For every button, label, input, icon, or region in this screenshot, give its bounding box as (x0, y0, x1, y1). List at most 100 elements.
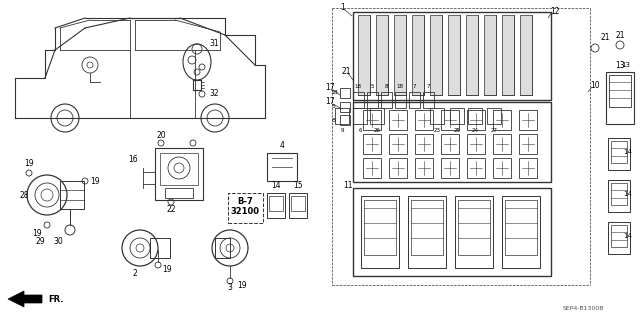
Bar (608, 222, 630, 254)
Bar (487, 108, 501, 124)
Bar (353, 102, 551, 182)
Bar (415, 158, 433, 178)
Text: 13: 13 (621, 62, 630, 68)
Bar (363, 110, 381, 130)
Text: 19: 19 (24, 160, 34, 168)
Text: 3: 3 (228, 284, 232, 293)
Bar (441, 134, 459, 154)
Bar (160, 153, 198, 185)
Text: 5: 5 (371, 84, 374, 88)
Bar (381, 92, 392, 108)
Text: 14: 14 (623, 149, 632, 155)
Bar (448, 15, 460, 95)
Text: 22: 22 (166, 205, 176, 214)
Bar (395, 92, 406, 108)
Bar (415, 134, 433, 154)
Text: 19: 19 (162, 265, 172, 275)
Text: 13: 13 (615, 61, 625, 70)
Bar (412, 15, 424, 95)
Text: 8: 8 (332, 117, 336, 122)
Text: 7: 7 (426, 84, 429, 88)
Bar (60, 181, 84, 209)
Text: 21: 21 (615, 32, 625, 41)
Bar (468, 108, 482, 124)
Bar (502, 196, 540, 268)
Bar (150, 238, 170, 258)
Bar (340, 88, 350, 98)
Bar (609, 75, 631, 107)
Bar (267, 193, 285, 218)
Bar (430, 15, 442, 95)
Bar (467, 134, 485, 154)
Bar (467, 158, 485, 178)
Text: 14: 14 (623, 233, 632, 239)
Bar (215, 238, 230, 258)
Text: 2: 2 (132, 269, 138, 278)
Text: 26: 26 (374, 128, 381, 132)
Text: 10: 10 (590, 80, 600, 90)
Bar (430, 15, 442, 95)
Bar (353, 188, 551, 276)
Text: 11: 11 (343, 181, 353, 189)
Text: 25: 25 (454, 128, 461, 132)
Bar (519, 158, 537, 178)
Text: 8: 8 (384, 84, 388, 88)
Text: 6: 6 (358, 128, 362, 132)
Bar (412, 15, 424, 95)
Bar (389, 158, 407, 178)
Text: 19: 19 (32, 229, 42, 239)
Text: 17: 17 (325, 84, 335, 93)
Bar (611, 183, 627, 205)
Bar (376, 15, 388, 95)
Text: 27: 27 (490, 128, 497, 132)
Bar (269, 196, 283, 211)
Bar (520, 15, 532, 95)
Text: 18: 18 (397, 84, 403, 88)
Text: 30: 30 (53, 238, 63, 247)
Bar (367, 92, 378, 108)
Text: 21: 21 (341, 68, 351, 77)
Bar (502, 15, 514, 95)
Bar (335, 108, 349, 124)
Bar (353, 108, 367, 124)
Bar (493, 110, 511, 130)
Text: 14: 14 (623, 191, 632, 197)
Text: B-7: B-7 (237, 197, 253, 205)
Bar (353, 92, 364, 108)
Bar (376, 15, 388, 95)
Text: 1: 1 (340, 4, 346, 12)
Bar (520, 15, 532, 95)
Bar (363, 134, 381, 154)
Text: 4: 4 (280, 142, 284, 151)
Bar (448, 15, 460, 95)
Text: 18: 18 (330, 91, 338, 95)
Bar (484, 15, 496, 95)
Text: 20: 20 (156, 130, 166, 139)
Text: 32100: 32100 (230, 207, 259, 217)
Bar (363, 158, 381, 178)
Bar (394, 15, 406, 95)
Text: 17: 17 (325, 98, 335, 107)
Bar (493, 134, 511, 154)
Bar (358, 15, 370, 95)
Bar (408, 196, 446, 268)
Bar (450, 108, 464, 124)
Bar (430, 15, 442, 95)
Text: 12: 12 (550, 8, 560, 17)
Bar (458, 200, 490, 255)
Text: 29: 29 (35, 238, 45, 247)
Bar (466, 15, 478, 95)
Bar (441, 158, 459, 178)
Bar (412, 15, 424, 95)
Bar (467, 110, 485, 130)
Text: 24: 24 (472, 128, 479, 132)
Bar (502, 15, 514, 95)
Bar (376, 15, 388, 95)
Bar (267, 153, 297, 181)
Bar (394, 15, 406, 95)
Text: 19: 19 (90, 176, 100, 186)
Bar (353, 12, 551, 100)
Bar (165, 188, 193, 198)
Text: 9: 9 (340, 128, 344, 132)
Bar (606, 72, 634, 124)
